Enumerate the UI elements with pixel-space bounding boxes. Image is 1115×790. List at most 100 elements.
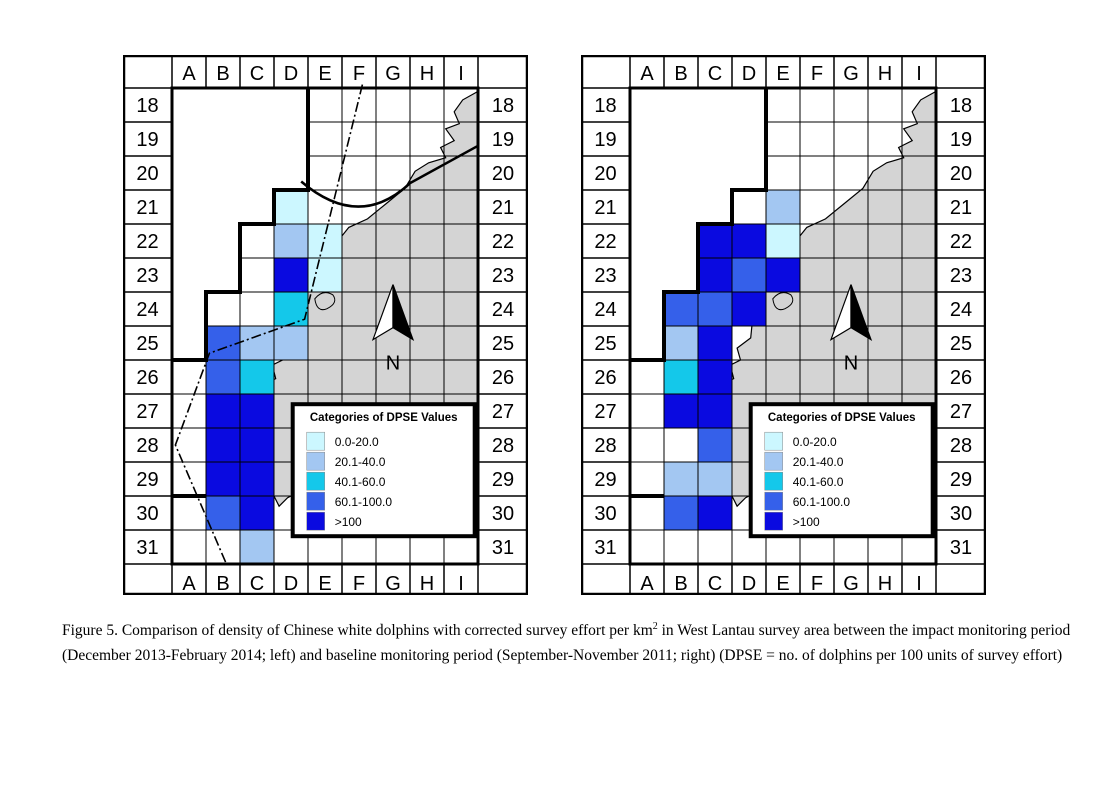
density-cell-B25 bbox=[664, 326, 698, 360]
legend-swatch-2 bbox=[306, 471, 325, 491]
density-cell-D23 bbox=[732, 258, 766, 292]
row-label-left-18: 18 bbox=[136, 95, 158, 117]
legend-swatch-4 bbox=[764, 511, 783, 531]
island bbox=[314, 292, 336, 311]
legend-title: Categories of DPSE Values bbox=[310, 412, 458, 424]
north-label: N bbox=[386, 353, 400, 375]
row-label-left-26: 26 bbox=[594, 367, 616, 389]
legend-swatch-1 bbox=[764, 451, 783, 471]
density-cell-C25 bbox=[240, 326, 274, 360]
row-label-left-23: 23 bbox=[136, 265, 158, 287]
density-cell-D22 bbox=[732, 224, 766, 258]
column-label-top-I: I bbox=[916, 63, 922, 85]
column-label-bottom-C: C bbox=[708, 573, 722, 595]
row-label-left-30: 30 bbox=[136, 503, 158, 525]
survey-boundary bbox=[630, 88, 768, 362]
row-label-right-18: 18 bbox=[492, 95, 514, 117]
column-label-bottom-H: H bbox=[420, 573, 434, 595]
density-cell-C26 bbox=[698, 360, 732, 394]
density-cell-B26 bbox=[206, 360, 240, 394]
density-cell-B25 bbox=[206, 326, 240, 360]
density-cell-C26 bbox=[240, 360, 274, 394]
column-label-top-G: G bbox=[843, 63, 859, 85]
legend-label-1: 20.1-40.0 bbox=[335, 455, 386, 469]
column-label-bottom-H: H bbox=[878, 573, 892, 595]
row-label-left-29: 29 bbox=[136, 469, 158, 491]
density-cell-D24 bbox=[274, 292, 308, 326]
legend-label-2: 40.1-60.0 bbox=[335, 475, 386, 489]
column-label-bottom-D: D bbox=[742, 573, 756, 595]
row-label-right-19: 19 bbox=[492, 129, 514, 151]
row-label-left-24: 24 bbox=[136, 299, 158, 321]
column-label-bottom-A: A bbox=[640, 573, 654, 595]
column-label-top-F: F bbox=[811, 63, 823, 85]
row-label-left-29: 29 bbox=[594, 469, 616, 491]
row-label-right-23: 23 bbox=[950, 265, 972, 287]
column-label-top-H: H bbox=[420, 63, 434, 85]
column-label-top-E: E bbox=[318, 63, 331, 85]
density-cell-D24 bbox=[732, 292, 766, 326]
island bbox=[772, 292, 794, 311]
row-label-right-30: 30 bbox=[950, 503, 972, 525]
row-label-right-31: 31 bbox=[950, 537, 972, 559]
row-label-left-20: 20 bbox=[136, 163, 158, 185]
legend-label-0: 0.0-20.0 bbox=[793, 435, 837, 449]
density-cell-E23 bbox=[308, 258, 342, 292]
row-label-right-28: 28 bbox=[492, 435, 514, 457]
density-cell-C29 bbox=[698, 462, 732, 496]
row-label-right-29: 29 bbox=[950, 469, 972, 491]
column-label-bottom-B: B bbox=[674, 573, 687, 595]
density-cell-E22 bbox=[766, 224, 800, 258]
row-label-left-18: 18 bbox=[594, 95, 616, 117]
legend-swatch-4 bbox=[306, 511, 325, 531]
row-label-left-20: 20 bbox=[594, 163, 616, 185]
legend-swatch-1 bbox=[306, 451, 325, 471]
row-label-right-27: 27 bbox=[950, 401, 972, 423]
column-label-bottom-A: A bbox=[182, 573, 196, 595]
density-cell-D25 bbox=[274, 326, 308, 360]
legend-title: Categories of DPSE Values bbox=[768, 412, 916, 424]
column-label-top-C: C bbox=[708, 63, 722, 85]
density-cell-C27 bbox=[698, 394, 732, 428]
legend-label-4: >100 bbox=[793, 515, 820, 529]
column-label-bottom-I: I bbox=[458, 573, 464, 595]
legend-swatch-3 bbox=[306, 491, 325, 511]
row-label-right-23: 23 bbox=[492, 265, 514, 287]
density-cell-D23 bbox=[274, 258, 308, 292]
column-label-top-D: D bbox=[742, 63, 756, 85]
density-cell-C25 bbox=[698, 326, 732, 360]
row-label-right-21: 21 bbox=[492, 197, 514, 219]
legend-label-3: 60.1-100.0 bbox=[335, 495, 393, 509]
row-label-left-21: 21 bbox=[594, 197, 616, 219]
density-cell-B24 bbox=[664, 292, 698, 326]
north-arrow-right-half bbox=[392, 284, 415, 341]
density-cell-B29 bbox=[664, 462, 698, 496]
row-label-right-31: 31 bbox=[492, 537, 514, 559]
row-label-right-22: 22 bbox=[950, 231, 972, 253]
density-cell-B26 bbox=[664, 360, 698, 394]
legend-label-4: >100 bbox=[335, 515, 362, 529]
row-label-left-23: 23 bbox=[594, 265, 616, 287]
legend-label-1: 20.1-40.0 bbox=[793, 455, 844, 469]
density-cell-E21 bbox=[766, 190, 800, 224]
row-label-left-26: 26 bbox=[136, 367, 158, 389]
row-label-right-18: 18 bbox=[950, 95, 972, 117]
column-label-bottom-G: G bbox=[385, 573, 401, 595]
row-label-left-21: 21 bbox=[136, 197, 158, 219]
density-cell-B29 bbox=[206, 462, 240, 496]
density-cell-C29 bbox=[240, 462, 274, 496]
column-label-bottom-D: D bbox=[284, 573, 298, 595]
density-cell-C22 bbox=[698, 224, 732, 258]
row-label-right-28: 28 bbox=[950, 435, 972, 457]
row-label-right-26: 26 bbox=[492, 367, 514, 389]
caption-text: Figure 5. Comparison of density of Chine… bbox=[62, 622, 653, 639]
ferry-route-line bbox=[174, 84, 364, 565]
legend-swatch-2 bbox=[764, 471, 783, 491]
column-label-top-F: F bbox=[353, 63, 365, 85]
density-cell-D22 bbox=[274, 224, 308, 258]
row-label-left-28: 28 bbox=[594, 435, 616, 457]
density-cell-B28 bbox=[206, 428, 240, 462]
row-label-left-27: 27 bbox=[594, 401, 616, 423]
density-cell-C28 bbox=[240, 428, 274, 462]
column-label-top-B: B bbox=[674, 63, 687, 85]
